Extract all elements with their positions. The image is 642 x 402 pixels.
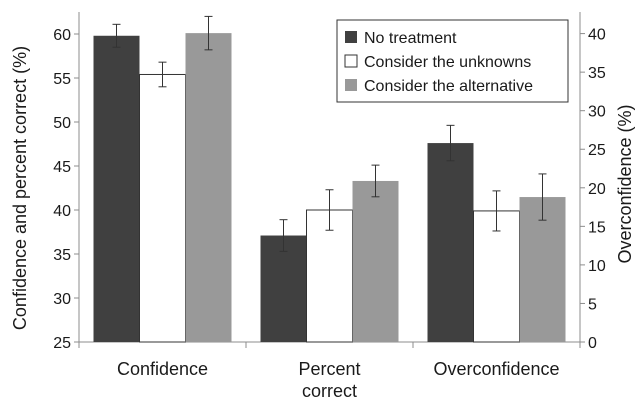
- y-axis-left-label: Confidence and percent correct (%): [10, 46, 30, 330]
- y-right-tick-label: 0: [588, 335, 597, 352]
- y-right-tick-label: 25: [588, 142, 606, 159]
- bar-consider-the-alternative: [185, 33, 232, 343]
- y-right-tick-label: 40: [588, 27, 606, 44]
- y-right-tick-label: 15: [588, 219, 606, 236]
- y-left-tick-label: 60: [53, 27, 71, 44]
- y-right-tick-label: 10: [588, 258, 606, 275]
- y-left-tick-label: 25: [53, 335, 71, 352]
- legend-label: Consider the unknowns: [364, 54, 531, 71]
- tick-labels: 25 30 35 40 45 50 55 60 0 5 10 15 20 25 30 35 40: [53, 27, 606, 352]
- y-left-tick-label: 35: [53, 247, 71, 264]
- category-label-line: correct: [302, 381, 357, 401]
- bar-no-treatment: [93, 35, 140, 342]
- category-label-line: Confidence: [117, 359, 208, 379]
- category-label: Confidence: [117, 359, 208, 379]
- legend-swatch: [345, 79, 357, 91]
- y-right-tick-label: 30: [588, 104, 606, 121]
- y-right-tick-label: 5: [588, 296, 597, 313]
- bar-consider-the-alternative: [352, 180, 399, 342]
- bars: [93, 33, 566, 343]
- legend-label: No treatment: [364, 30, 457, 47]
- y-left-tick-label: 40: [53, 203, 71, 220]
- legend-swatch: [344, 54, 358, 68]
- bar-consider-the-unknowns: [473, 210, 520, 343]
- y-right-tick-label: 35: [588, 65, 606, 82]
- y-left-tick-label: 50: [53, 115, 71, 132]
- y-right-tick-label: 20: [588, 181, 606, 198]
- category-labels: Confidence Percent correct Overconfidence: [117, 359, 560, 401]
- legend: No treatment Consider the unknowns Conside…: [336, 19, 569, 103]
- bar-consider-the-alternative: [519, 197, 566, 342]
- category-label-line: Percent: [298, 359, 360, 379]
- category-label: Percent correct: [298, 359, 360, 401]
- bar-no-treatment: [260, 235, 307, 342]
- bar-consider-the-unknowns: [139, 73, 186, 343]
- error-bars: [112, 15, 547, 252]
- legend-box: [336, 19, 569, 103]
- category-label: Overconfidence: [433, 359, 559, 379]
- y-left-tick-label: 55: [53, 71, 71, 88]
- y-left-tick-label: 30: [53, 291, 71, 308]
- category-label-line: Overconfidence: [433, 359, 559, 379]
- bar-no-treatment: [427, 143, 474, 342]
- legend-label: Consider the alternative: [364, 78, 533, 95]
- legend-swatch: [345, 31, 357, 43]
- y-left-tick-label: 45: [53, 159, 71, 176]
- y-axis-right-label: Overconfidence (%): [615, 104, 635, 263]
